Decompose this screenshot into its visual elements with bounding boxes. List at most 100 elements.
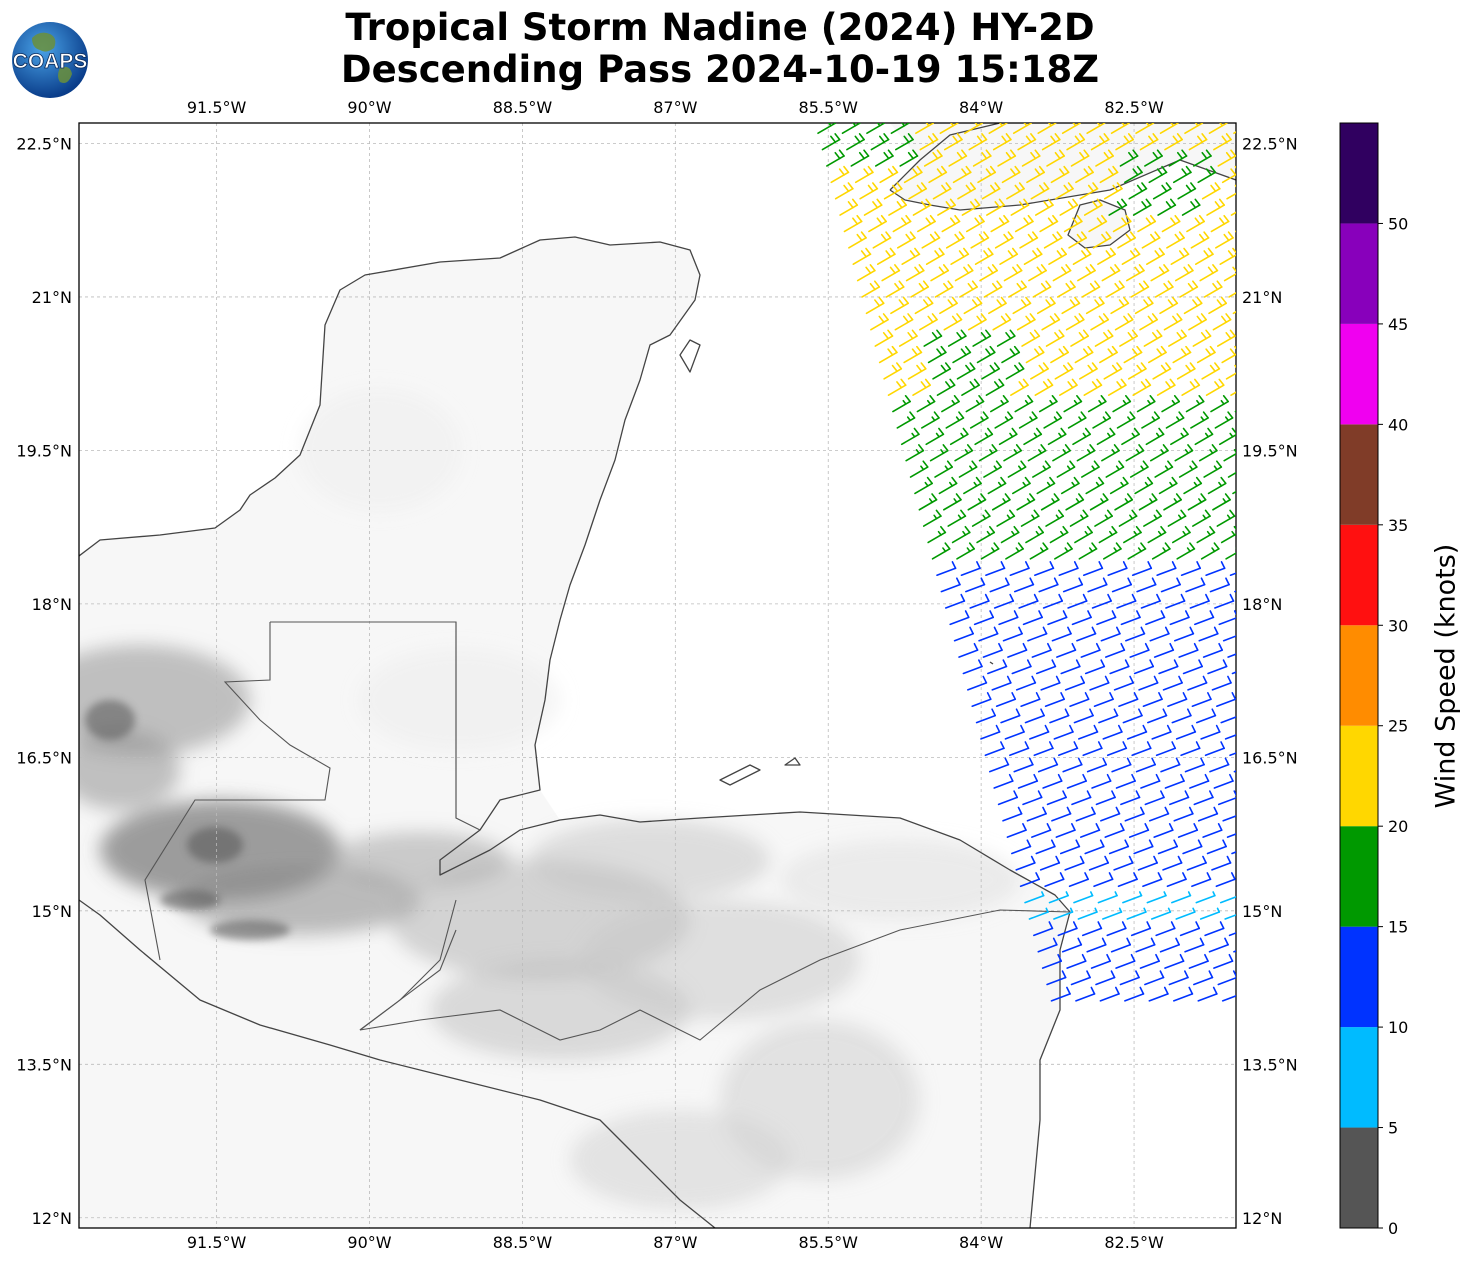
wind-barb: [932, 362, 952, 380]
wind-barb: [1109, 659, 1130, 675]
wind-barb: [1042, 593, 1064, 609]
wind-barb: [1209, 757, 1230, 773]
colorbar-tick-label: 20: [1388, 817, 1408, 836]
wind-barb: [963, 476, 982, 495]
wind-barb: [1120, 790, 1141, 806]
wind-barb: [1166, 231, 1185, 249]
lon-label-top: 88.5°W: [493, 98, 553, 117]
wind-barb: [1143, 509, 1162, 527]
wind-barb: [1167, 509, 1187, 527]
wind-barb: [1052, 444, 1071, 462]
wind-barb: [1050, 345, 1069, 364]
wind-barb: [1157, 198, 1177, 216]
wind-barb: [907, 362, 927, 380]
wind-barb: [1224, 914, 1236, 920]
wind-barb: [1099, 345, 1118, 364]
wind-barb: [1224, 734, 1236, 740]
wind-barb: [1019, 231, 1039, 249]
wind-barb: [919, 313, 938, 331]
wind-barb: [1095, 970, 1116, 986]
wind-barb: [1006, 822, 1027, 838]
wind-barb: [1019, 872, 1041, 888]
wind-barb: [1087, 577, 1108, 593]
wind-barb: [1170, 247, 1190, 265]
wind-barb: [1016, 493, 1036, 511]
bay-islands: [719, 757, 801, 786]
wind-barb: [1164, 133, 1183, 151]
wind-barb: [874, 149, 894, 167]
wind-barb: [1031, 642, 1052, 658]
wind-barb: [1146, 247, 1165, 265]
wind-barb: [949, 427, 969, 446]
wind-barb: [1136, 577, 1157, 593]
wind-barb: [1148, 986, 1169, 1002]
wind-barb: [1061, 937, 1083, 953]
wind-barb: [1131, 741, 1152, 757]
lat-label-left: 16.5°N: [16, 748, 72, 767]
wind-barb: [1212, 493, 1231, 511]
wind-barb: [1081, 921, 1103, 937]
wind-barb: [1070, 149, 1090, 167]
wind-barb: [1142, 692, 1163, 707]
wind-barb: [989, 577, 1010, 593]
wind-barb: [1220, 525, 1236, 544]
wind-barb: [1216, 692, 1236, 707]
wind-barb: [1110, 123, 1130, 135]
wind-barb: [1182, 659, 1203, 675]
wind-barb: [1064, 675, 1086, 691]
wind-barb: [943, 493, 962, 511]
wind-barb: [1071, 610, 1092, 626]
wind-barb: [1171, 525, 1191, 544]
wind-barb: [1234, 410, 1236, 413]
wind-barb: [934, 460, 953, 478]
wind-barb: [1001, 165, 1021, 184]
wind-barb: [956, 362, 976, 380]
wind-barb: [1188, 313, 1207, 331]
wind-barb: [982, 642, 1003, 658]
wind-barb: [1009, 561, 1030, 577]
wind-barb: [1011, 659, 1032, 675]
wind-barb: [1203, 280, 1223, 298]
wind-barb: [1045, 329, 1065, 347]
wind-barb: [1139, 313, 1159, 331]
wind-barb: [1108, 839, 1130, 855]
wind-barb: [1074, 345, 1094, 364]
wind-barb: [1068, 872, 1089, 888]
wind-barb: [1156, 378, 1176, 396]
wind-barb: [1226, 833, 1236, 838]
wind-barb: [1028, 264, 1047, 282]
wind-barb: [1154, 460, 1174, 478]
wind-barb: [1138, 675, 1159, 691]
terrain-peaks: [85, 700, 290, 940]
wind-barb: [1219, 896, 1236, 904]
wind-barb: [1035, 659, 1057, 675]
wind-barb: [983, 280, 1003, 298]
wind-barb: [1037, 123, 1057, 135]
wind-barb: [1044, 692, 1065, 707]
wind-barb: [1045, 509, 1065, 527]
wind-barb: [962, 659, 983, 675]
wind-barb: [971, 509, 991, 527]
wind-barb: [1090, 953, 1111, 969]
wind-barb: [1197, 165, 1217, 184]
wind-barb: [1008, 280, 1027, 298]
wind-barb: [1116, 411, 1136, 429]
wind-barb: [1029, 542, 1049, 560]
wind-barb: [1083, 378, 1103, 396]
globe-land-shape: [32, 32, 72, 83]
wind-barb: [980, 542, 1000, 560]
colorbar-frame: [1339, 122, 1379, 1229]
wind-barb: [1151, 724, 1172, 740]
wind-barb: [1142, 872, 1163, 888]
wind-barb: [1013, 757, 1034, 773]
wind-barb: [1208, 123, 1228, 135]
wind-barb: [1103, 542, 1122, 560]
wind-barb: [1226, 184, 1236, 200]
wind-barb: [1001, 345, 1021, 364]
wind-barb: [993, 593, 1015, 609]
wind-barb: [1012, 123, 1032, 135]
lat-label-left: 15°N: [32, 902, 72, 921]
wind-barb: [1143, 329, 1163, 347]
wind-barb: [1201, 182, 1221, 200]
wind-barb: [846, 133, 865, 151]
